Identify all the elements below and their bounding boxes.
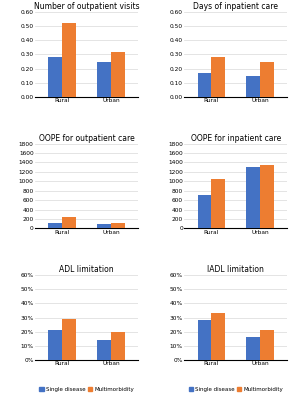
Title: IADL limitation: IADL limitation (207, 265, 264, 274)
Bar (197, 320, 211, 360)
Bar (48, 223, 62, 228)
Bar (111, 223, 125, 228)
Title: OOPE for inpatient care: OOPE for inpatient care (190, 134, 281, 143)
Bar (97, 340, 111, 360)
Bar (48, 57, 62, 97)
Title: OOPE for outpatient care: OOPE for outpatient care (39, 134, 134, 143)
Bar (260, 62, 274, 97)
Bar (260, 165, 274, 228)
Bar (197, 73, 211, 97)
Title: Days of inpatient care: Days of inpatient care (193, 2, 278, 11)
Bar (260, 330, 274, 360)
Title: Number of outpatient visits: Number of outpatient visits (34, 2, 139, 11)
Bar (211, 57, 225, 97)
Bar (246, 167, 260, 228)
Bar (48, 330, 62, 360)
Bar (246, 337, 260, 360)
Bar (62, 23, 76, 97)
Bar (211, 313, 225, 360)
Bar (211, 179, 225, 228)
Title: ADL limitation: ADL limitation (59, 265, 114, 274)
Bar (62, 217, 76, 228)
Bar (197, 196, 211, 228)
Bar (111, 332, 125, 360)
Bar (111, 52, 125, 97)
Bar (246, 76, 260, 97)
Legend: Single disease, Multimorbidity: Single disease, Multimorbidity (39, 386, 134, 392)
Legend: Single disease, Multimorbidity: Single disease, Multimorbidity (188, 386, 283, 392)
Bar (97, 62, 111, 97)
Bar (62, 319, 76, 360)
Bar (97, 224, 111, 228)
